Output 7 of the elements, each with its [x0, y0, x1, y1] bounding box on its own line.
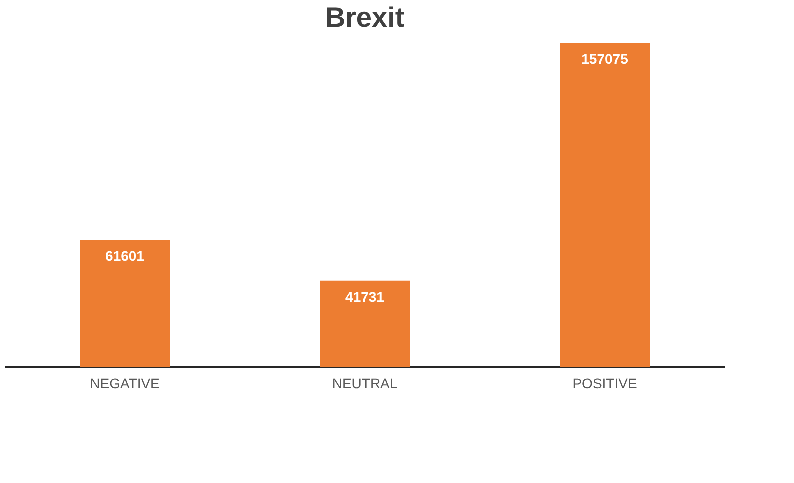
data-label: 41731 — [346, 288, 385, 305]
data-label: 157075 — [582, 51, 629, 68]
x-tick-label: NEUTRAL — [332, 376, 398, 392]
x-tick-label: NEGATIVE — [90, 376, 160, 392]
data-label: 61601 — [106, 248, 145, 264]
x-tick-label: POSITIVE — [572, 376, 638, 392]
chart-title: Brexit — [325, 2, 405, 33]
